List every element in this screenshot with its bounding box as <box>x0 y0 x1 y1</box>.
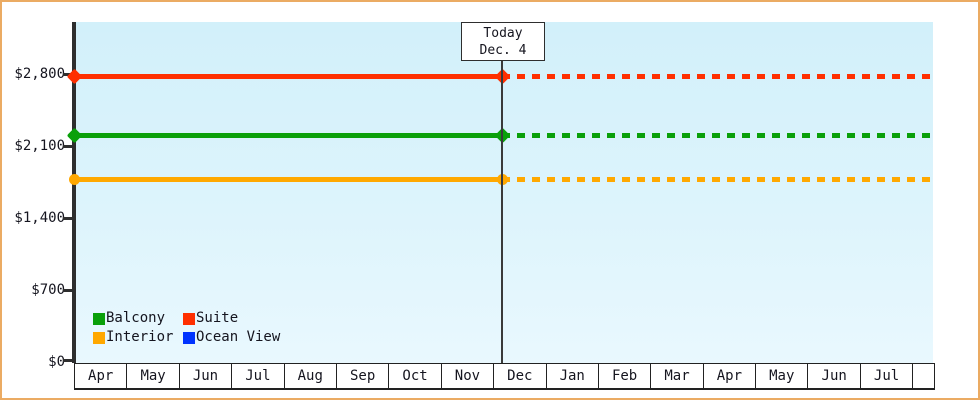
series-line-solid-suite <box>74 73 502 79</box>
x-axis-months: Apr May Jun Jul Aug Sep Oct Nov Dec Jan Feb Mar Apr M… <box>74 363 935 390</box>
month-cell: Jul <box>861 364 914 388</box>
y-tick-mark <box>63 217 73 220</box>
month-cell: Dec <box>494 364 547 388</box>
month-cell: May <box>756 364 809 388</box>
today-date: Dec. 4 <box>479 42 527 58</box>
series-line-dashed-suite <box>502 73 933 79</box>
legend-swatch-icon <box>183 331 195 344</box>
y-tick-mark <box>63 359 73 362</box>
y-tick-label: $0 <box>48 354 65 370</box>
legend: Balcony Suite Interior Ocean View <box>93 311 280 345</box>
series-line-solid-balcony <box>74 133 502 139</box>
series-line-dashed-balcony <box>502 133 933 139</box>
y-tick-mark <box>63 145 73 148</box>
series-line-solid-interior <box>74 177 502 183</box>
series-line-dashed-interior <box>502 177 933 183</box>
month-cell: Aug <box>285 364 337 388</box>
y-axis-line <box>72 22 76 363</box>
today-marker-box: Today Dec. 4 <box>461 22 545 61</box>
legend-swatch-icon <box>93 331 105 344</box>
month-cell: Oct <box>389 364 442 388</box>
month-cell: Jun <box>808 364 861 388</box>
month-cell: Mar <box>651 364 704 388</box>
month-cell: Jul <box>232 364 285 388</box>
month-cell: Apr <box>75 364 128 388</box>
y-tick-label: $2,100 <box>14 138 65 154</box>
month-cell: Jan <box>547 364 599 388</box>
legend-label: Interior <box>106 329 174 345</box>
legend-item-ocean-view: Ocean View <box>183 330 280 345</box>
month-cell: Jun <box>180 364 233 388</box>
legend-swatch-icon <box>93 312 105 325</box>
month-cell: May <box>127 364 180 388</box>
y-tick-label: $700 <box>31 282 65 298</box>
legend-label: Balcony <box>106 310 166 326</box>
month-cell: Apr <box>704 364 757 388</box>
month-cell: Nov <box>442 364 495 388</box>
legend-item-balcony: Balcony <box>93 311 183 326</box>
legend-item-interior: Interior <box>93 330 183 345</box>
month-cell: Feb <box>599 364 652 388</box>
y-tick-mark <box>63 289 73 292</box>
legend-swatch-icon <box>183 312 195 325</box>
today-line <box>501 59 503 363</box>
y-tick-label: $1,400 <box>14 210 65 226</box>
month-cell-empty <box>913 364 934 388</box>
series-marker-interior <box>68 174 80 186</box>
today-label: Today <box>483 25 523 41</box>
y-tick-label: $2,800 <box>14 66 65 82</box>
legend-item-suite: Suite <box>183 311 280 326</box>
legend-label: Suite <box>196 310 239 326</box>
month-cell: Sep <box>337 364 390 388</box>
legend-label: Ocean View <box>196 329 281 345</box>
